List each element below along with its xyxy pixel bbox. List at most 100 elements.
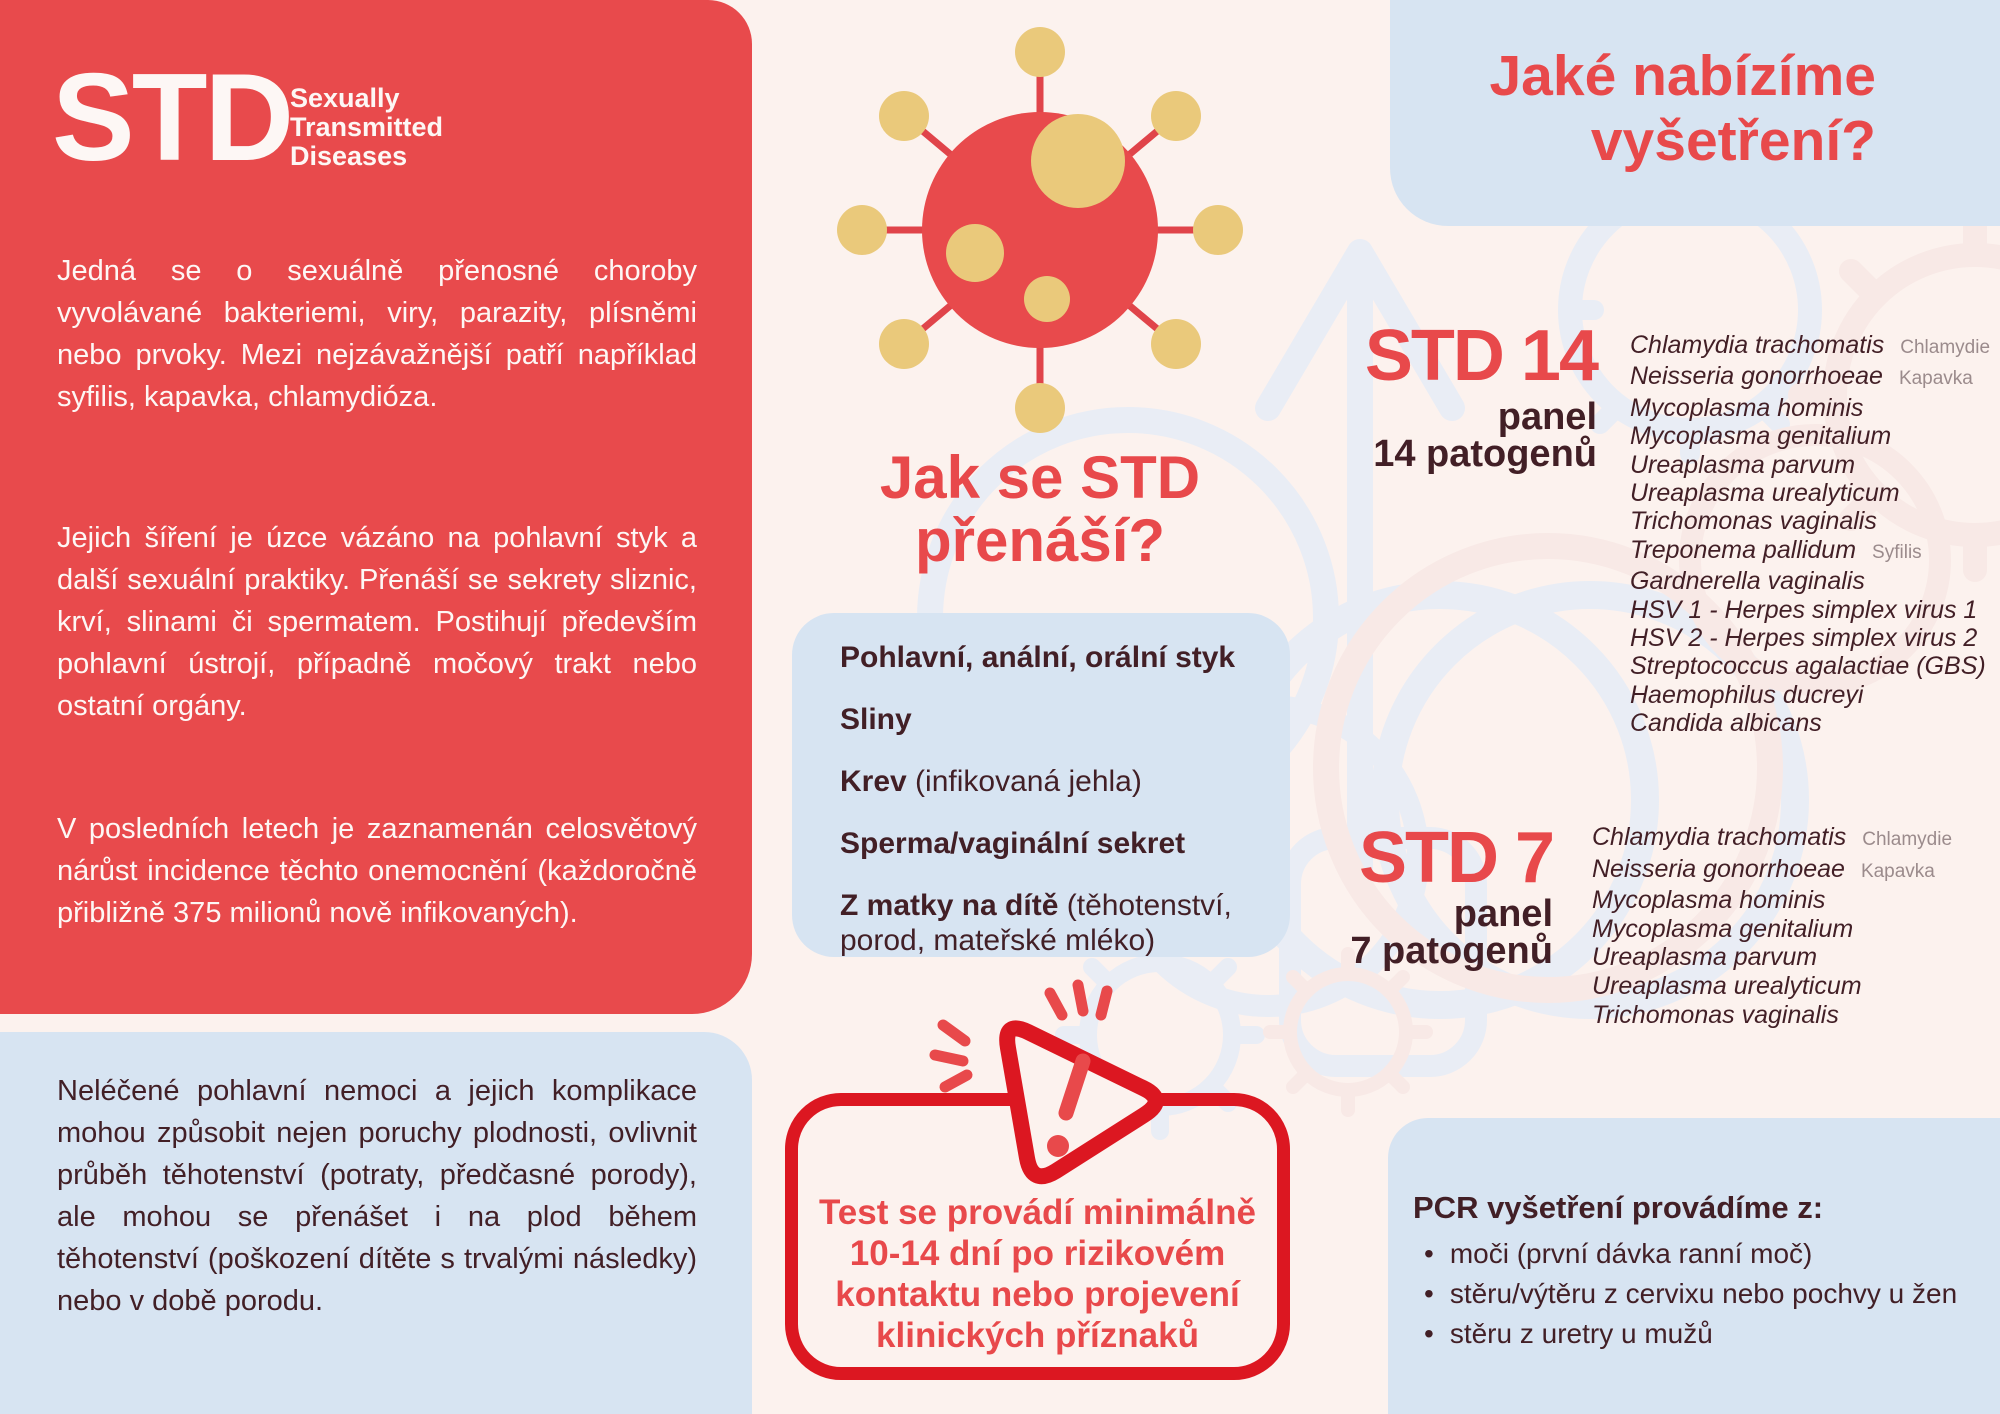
pathogen-note: Chlamydie <box>1862 829 1953 850</box>
test-timing-line: Test se provádí minimálně <box>819 1193 1256 1232</box>
pathogen-name: Neisseria gonorrhoeae <box>1592 854 1845 883</box>
pathogen-row: Neisseria gonorrhoeae Kapavka <box>1592 855 1952 887</box>
transmission-item-bold: Pohlavní, anální, orální styk <box>840 641 1236 674</box>
pathogen-name: Trichomonas vaginalis <box>1630 507 1877 536</box>
pathogen-name: Ureaplasma parvum <box>1592 943 1818 972</box>
offer-heading-line1: Jaké nabízíme <box>1489 44 1876 108</box>
transmission-item: Sperma/vaginální sekret <box>840 826 1256 861</box>
virus-icon <box>837 27 1243 433</box>
pathogen-row: Gardnerella vaginalis <box>1630 567 1990 595</box>
pathogen-note: Syfilis <box>1872 541 1922 563</box>
pathogen-name: HSV 2 - Herpes simplex virus 2 <box>1630 624 1978 653</box>
std7-title: STD 7 <box>1358 818 1555 898</box>
std-acronym-title: STD <box>52 49 294 187</box>
pathogen-row: Trichomonas vaginalis <box>1592 1001 1952 1030</box>
pcr-bullet-list: moči (první dávka ranní moč) stěru/výtěr… <box>1424 1234 1957 1354</box>
std7-subtitle-line2: 7 patogenů <box>1350 930 1553 972</box>
transmission-list-panel: Pohlavní, anální, orální styk Sliny Krev… <box>792 613 1290 957</box>
intro-paragraph-2: Jejich šíření je úzce vázáno na pohlavní… <box>57 522 697 722</box>
transmission-item-bold: Sperma/vaginální sekret <box>840 827 1186 860</box>
test-timing-callout-box <box>785 1093 1290 1380</box>
pathogen-row: Chlamydia trachomatis Chlamydie <box>1630 331 1990 362</box>
pathogen-row: Trichomonas vaginalis <box>1630 507 1990 535</box>
test-timing-line: klinických příznaků <box>876 1316 1199 1355</box>
pathogen-name: Mycoplasma genitalium <box>1592 914 1854 943</box>
test-timing-line: kontaktu nebo projevení <box>835 1275 1240 1314</box>
pathogen-row: HSV 1 - Herpes simplex virus 1 <box>1630 596 1990 624</box>
transmission-item-bold: Krev <box>840 765 907 798</box>
pathogen-note: Kapavka <box>1898 368 1973 390</box>
offer-heading-line2: vyšetření? <box>1590 109 1876 173</box>
transmission-item-bold: Z matky na dítě <box>840 889 1059 922</box>
transmission-item-bold: Sliny <box>840 703 912 736</box>
pathogen-row: Mycoplasma genitalium <box>1592 915 1952 944</box>
transmission-item-rest: (těhotenství, porod, mateřské mléko) <box>840 889 1232 957</box>
pathogen-name: Ureaplasma parvum <box>1630 450 1856 479</box>
pathogen-row: Ureaplasma parvum <box>1630 451 1990 479</box>
complications-panel <box>0 1032 752 1414</box>
pathogen-row: Chlamydia trachomatis Chlamydie <box>1592 823 1952 855</box>
pathogen-row: Neisseria gonorrhoeae Kapavka <box>1630 362 1990 393</box>
pathogen-row: Mycoplasma hominis <box>1592 886 1952 915</box>
pathogen-row: Haemophilus ducreyi <box>1630 681 1990 709</box>
transmission-heading: Jak se STD přenáší? <box>780 446 1300 572</box>
pathogen-row: Treponema pallidum Syfilis <box>1630 536 1990 567</box>
pcr-title: PCR vyšetření provádíme z: <box>1413 1190 1824 1225</box>
intro-red-panel <box>0 0 752 1014</box>
pathogen-name: Treponema pallidum <box>1630 535 1857 564</box>
pathogen-row: Ureaplasma parvum <box>1592 943 1952 972</box>
pcr-bullet: stěru/výtěru z cervixu nebo pochvy u žen <box>1424 1274 1957 1314</box>
transmission-heading-line1: Jak se STD <box>879 444 1201 511</box>
pcr-bullet: stěru z uretry u mužů <box>1424 1314 1957 1354</box>
pathogen-row: Mycoplasma hominis <box>1630 394 1990 422</box>
complications-paragraph: Neléčené pohlavní nemoci a jejich kompli… <box>57 1075 697 1317</box>
pathogen-name: Gardnerella vaginalis <box>1630 567 1865 596</box>
transmission-item: Sliny <box>840 702 1256 737</box>
transmission-item: Krev (infikovaná jehla) <box>840 764 1256 799</box>
pathogen-name: Mycoplasma genitalium <box>1630 422 1892 451</box>
pathogen-name: Mycoplasma hominis <box>1630 393 1864 422</box>
pathogen-name: Ureaplasma urealyticum <box>1592 971 1862 1000</box>
pathogen-name: Chlamydia trachomatis <box>1630 331 1885 359</box>
std7-pathogen-list: Chlamydia trachomatis Chlamydie Neisseria… <box>1592 823 1952 1029</box>
std14-subtitle-line1: panel <box>1497 396 1597 438</box>
pathogen-row: Ureaplasma urealyticum <box>1630 479 1990 507</box>
pathogen-row: Candida albicans <box>1630 709 1990 737</box>
pathogen-row: Streptococcus agalactiae (GBS) <box>1630 652 1990 680</box>
pathogen-row: Ureaplasma urealyticum <box>1592 972 1952 1001</box>
std-acronym-subtitle: Sexually Transmitted Diseases <box>290 83 444 171</box>
std14-pathogen-list: Chlamydia trachomatis Chlamydie Neisseria… <box>1630 331 1990 738</box>
intro-paragraph-3: V posledních letech je zaznamenán celosv… <box>57 813 697 929</box>
pathogen-name: Ureaplasma urealyticum <box>1630 479 1900 508</box>
test-timing-text: Test se provádí minimálně 10-14 dní po r… <box>785 1192 1290 1356</box>
transmission-item: Pohlavní, anální, orální styk <box>840 640 1256 675</box>
intro-paragraph-1: Jedná se o sexuálně přenosné choroby vyv… <box>57 255 697 413</box>
warning-triangle-icon <box>929 979 1164 1185</box>
pathogen-name: Mycoplasma hominis <box>1592 886 1826 915</box>
transmission-heading-line2: přenáší? <box>914 507 1166 574</box>
pathogen-note: Kapavka <box>1860 860 1935 882</box>
pathogen-row: HSV 2 - Herpes simplex virus 2 <box>1630 624 1990 652</box>
offer-header-panel <box>1390 0 2000 226</box>
pathogen-name: Trichomonas vaginalis <box>1592 1000 1839 1029</box>
pathogen-name: HSV 1 - Herpes simplex virus 1 <box>1630 595 1978 624</box>
pathogen-name: Streptococcus agalactiae (GBS) <box>1630 652 1986 681</box>
pathogen-note: Chlamydie <box>1900 337 1991 358</box>
pathogen-name: Candida albicans <box>1630 709 1822 738</box>
std7-subtitle-line1: panel <box>1453 893 1553 935</box>
transmission-item-rest: (infikovaná jehla) <box>906 765 1142 798</box>
pathogen-name: Haemophilus ducreyi <box>1630 680 1864 709</box>
offer-heading: Jaké nabízíme vyšetření? <box>1390 44 1876 174</box>
pathogen-name: Neisseria gonorrhoeae <box>1630 362 1883 391</box>
std14-subtitle-line2: 14 patogenů <box>1373 433 1597 475</box>
pathogen-name: Chlamydia trachomatis <box>1592 823 1847 851</box>
std7-subtitle: panel 7 patogenů <box>1196 893 1553 972</box>
std14-subtitle: panel 14 patogenů <box>1240 396 1597 475</box>
pathogen-row: Mycoplasma genitalium <box>1630 422 1990 450</box>
test-timing-line: 10-14 dní po rizikovém <box>849 1234 1226 1273</box>
std14-title: STD 14 <box>1364 316 1599 396</box>
pcr-bullet: moči (první dávka ranní moč) <box>1424 1234 1957 1274</box>
transmission-item: Z matky na dítě (těhotenství, porod, mat… <box>840 888 1256 958</box>
